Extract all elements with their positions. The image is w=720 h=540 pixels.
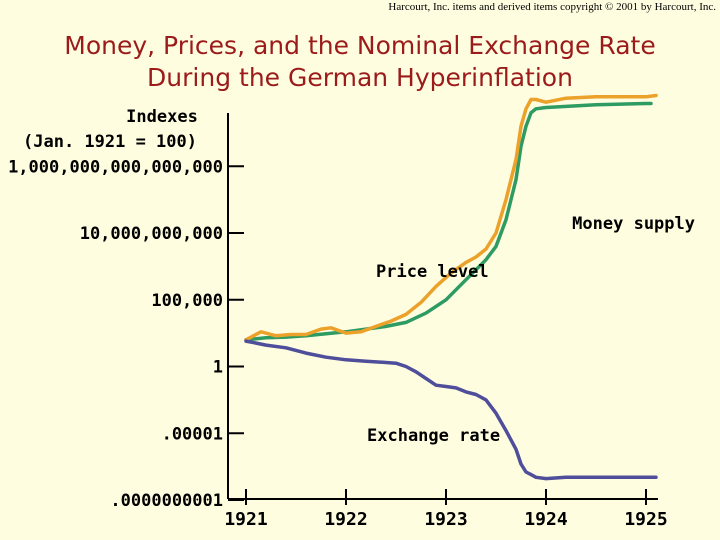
price-line <box>244 93 658 342</box>
exchange-label: Exchange rate <box>367 426 500 446</box>
y-tick-label: .00001 <box>162 424 223 444</box>
chart-title-line-2: During the German Hyperinflation <box>147 63 573 92</box>
chart-title: Money, Prices, and the Nominal Exchange … <box>0 30 720 94</box>
y-tick-label: 100,000 <box>151 291 223 311</box>
x-tick-label: 1923 <box>424 509 467 530</box>
money-line <box>244 101 653 342</box>
x-tick-label: 1921 <box>224 509 267 530</box>
money-label: Money supply <box>572 214 695 234</box>
y-axis-label-line-1: Indexes <box>126 107 198 127</box>
price-label: Price level <box>376 262 489 282</box>
y-ticks: 1,000,000,000,000,000 10,000,000,000 100,0… <box>8 157 244 511</box>
chart-title-line-1: Money, Prices, and the Nominal Exchange … <box>64 31 656 60</box>
copyright-notice: Harcourt, Inc. items and derived items c… <box>388 1 716 13</box>
y-axis-label-line-2: (Jan. 1921 = 100) <box>23 132 197 152</box>
y-tick-label: 1,000,000,000,000,000 <box>8 157 223 177</box>
series-annotations: Money supply Price level Exchange rate <box>367 214 695 446</box>
y-tick-label: 10,000,000,000 <box>80 224 223 244</box>
series-lines <box>244 93 658 481</box>
x-ticks: 1921 1922 1923 1924 1925 <box>224 489 668 530</box>
x-tick-label: 1922 <box>324 509 367 530</box>
x-tick-label: 1925 <box>624 509 667 530</box>
y-tick-label: 1 <box>213 358 223 378</box>
x-tick-label: 1924 <box>524 509 568 530</box>
y-tick-label: .0000000001 <box>110 491 223 511</box>
exchange-line <box>244 339 658 481</box>
